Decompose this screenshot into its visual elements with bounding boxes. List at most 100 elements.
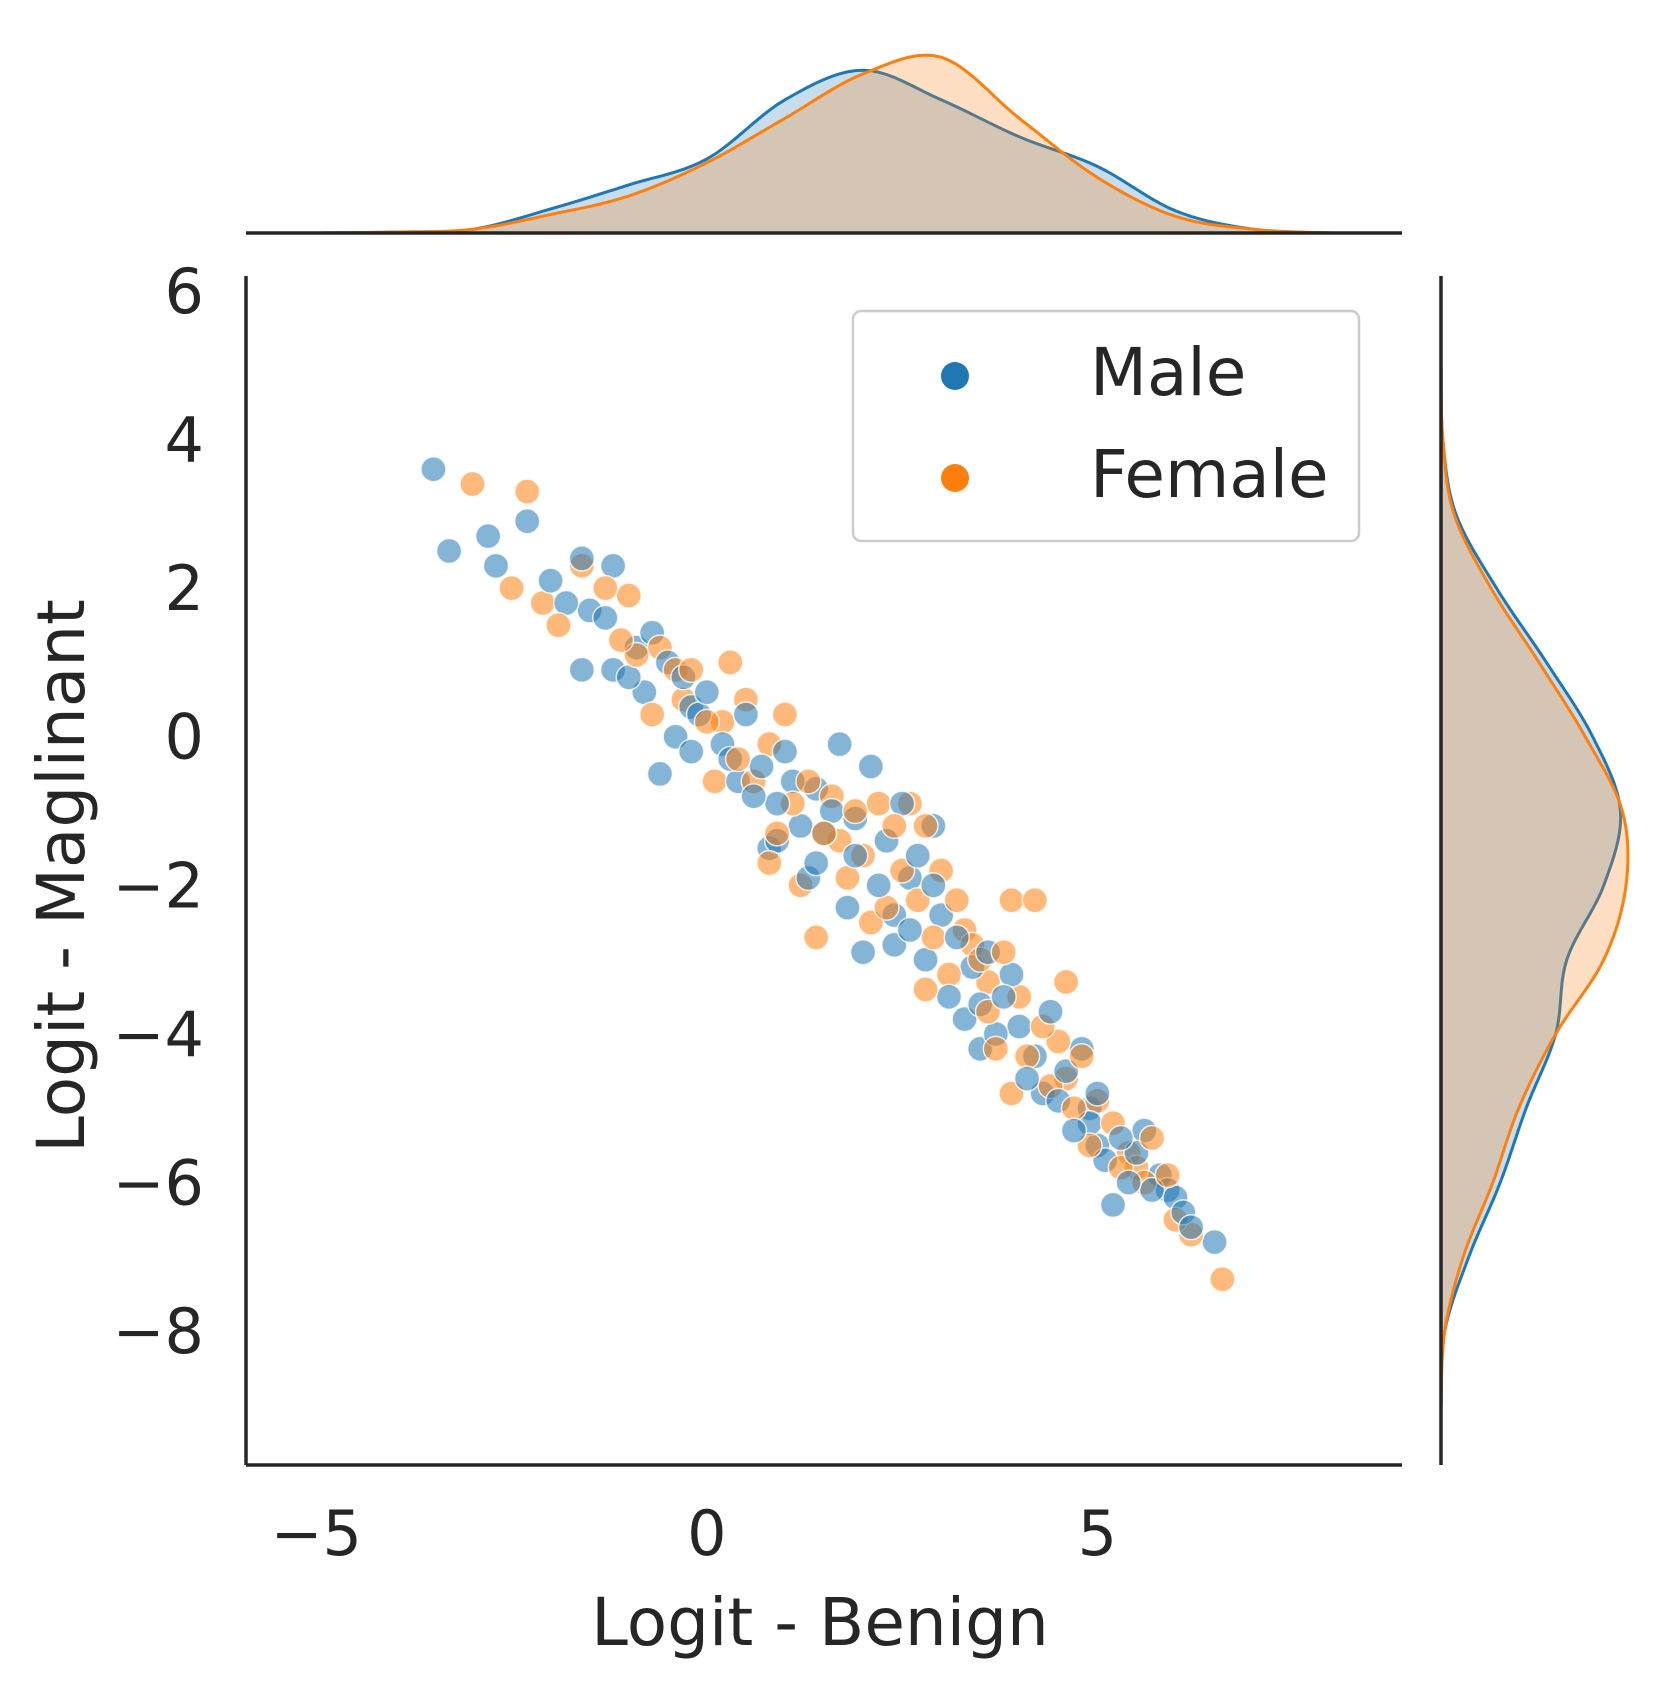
y-tick-label: −6 — [113, 1147, 204, 1220]
y-tick-label: −2 — [113, 849, 204, 922]
male-point — [592, 604, 619, 632]
male-point — [599, 552, 627, 580]
female-point — [943, 886, 971, 914]
female-point — [771, 701, 799, 728]
male-point — [1013, 1065, 1041, 1092]
axes — [244, 231, 1443, 1467]
scatter-points — [420, 455, 1236, 1293]
legend-female-label: Female — [1090, 436, 1329, 513]
female-point — [912, 976, 939, 1003]
female-point — [841, 797, 869, 825]
top-male-kde-fill — [316, 70, 1332, 233]
tick-labels: −5 0 5 6 4 2 0 −2 −4 −6 −8 — [113, 255, 1118, 1570]
female-point — [529, 589, 557, 617]
male-point — [1099, 1191, 1127, 1219]
y-tick-label: 2 — [165, 552, 204, 625]
male-point — [771, 738, 799, 765]
x-tick-label: −5 — [271, 1497, 362, 1570]
male-point — [1006, 1013, 1033, 1040]
female-point — [1013, 1043, 1041, 1070]
male-point — [474, 522, 502, 550]
right-marginal-kde — [1439, 365, 1630, 1406]
male-point — [1177, 1213, 1205, 1241]
male-point — [834, 894, 861, 921]
female-point — [693, 708, 721, 736]
female-point — [638, 701, 666, 728]
legend-male-label: Male — [1090, 334, 1246, 411]
top-female-kde-line — [316, 53, 1332, 235]
female-point — [873, 894, 900, 921]
female-point — [498, 574, 525, 602]
female-point — [881, 812, 908, 840]
male-point — [1107, 1124, 1135, 1152]
male-point — [748, 753, 775, 780]
male-point — [912, 946, 939, 973]
female-point — [592, 574, 619, 602]
right-female-kde-fill — [1441, 365, 1628, 1406]
female-point — [802, 924, 830, 951]
top-female-kde-fill — [316, 55, 1332, 233]
male-point — [1060, 1117, 1088, 1144]
female-point — [607, 626, 635, 654]
female-point — [1060, 1095, 1088, 1122]
female-point — [1154, 1161, 1181, 1189]
right-female-kde-line — [1439, 365, 1630, 1406]
male-point — [802, 849, 830, 877]
y-tick-label: −4 — [113, 998, 204, 1071]
male-point — [732, 701, 760, 728]
legend-male-marker — [941, 362, 969, 390]
female-point — [615, 582, 642, 609]
male-point — [943, 924, 971, 951]
male-point — [818, 797, 846, 825]
male-point — [615, 664, 642, 691]
legend-frame — [851, 309, 1361, 543]
male-point — [990, 983, 1017, 1011]
male-point — [1037, 998, 1064, 1025]
male-point — [552, 589, 580, 617]
female-point — [459, 470, 486, 498]
male-point — [763, 790, 791, 817]
male-point — [1115, 1169, 1142, 1196]
y-tick-label: 0 — [165, 701, 204, 774]
male-point — [896, 916, 924, 944]
male-point — [740, 782, 767, 810]
male-point — [435, 537, 463, 565]
y-tick-label: −8 — [113, 1295, 204, 1368]
male-point — [646, 760, 674, 788]
right-male-kde-line — [1439, 365, 1623, 1406]
male-point — [920, 872, 947, 899]
male-point — [537, 567, 564, 594]
male-point — [693, 678, 721, 706]
male-point — [420, 455, 447, 483]
y-axis-label: Logit - Maglinant — [23, 599, 100, 1153]
top-marginal-kde — [316, 53, 1332, 235]
female-point — [1138, 1124, 1166, 1152]
x-axis-label: Logit - Benign — [591, 1584, 1049, 1661]
male-point — [904, 842, 931, 869]
male-point — [865, 872, 892, 899]
male-point — [568, 656, 596, 684]
male-point — [677, 738, 705, 765]
female-point — [865, 790, 892, 817]
female-point — [756, 849, 783, 877]
male-point — [849, 938, 877, 966]
male-point — [1084, 1080, 1111, 1107]
female-point — [935, 961, 963, 988]
female-point — [810, 820, 838, 847]
female-point — [998, 886, 1025, 914]
male-point — [998, 961, 1025, 988]
x-tick-label: 0 — [687, 1497, 726, 1570]
male-point — [888, 790, 916, 817]
y-tick-label: 6 — [165, 255, 204, 328]
male-point — [935, 983, 963, 1011]
male-point — [1201, 1228, 1228, 1256]
female-point — [1068, 1043, 1096, 1070]
female-point — [1209, 1265, 1236, 1293]
y-tick-label: 4 — [165, 403, 204, 476]
female-point — [701, 768, 728, 795]
legend: Male Female — [851, 309, 1361, 543]
male-point — [568, 545, 596, 572]
female-point — [834, 864, 861, 892]
female-point — [1021, 886, 1049, 914]
